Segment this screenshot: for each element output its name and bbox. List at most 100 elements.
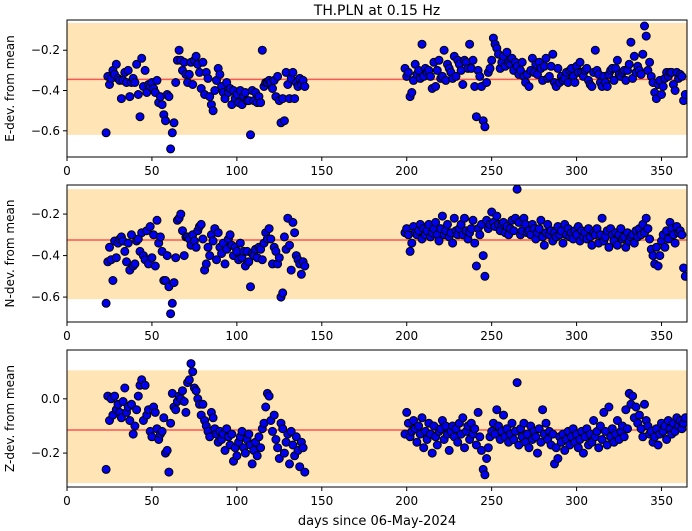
data-point	[150, 261, 160, 271]
data-point	[176, 209, 186, 219]
data-point	[449, 213, 459, 223]
data-point	[116, 413, 126, 423]
data-point	[140, 65, 150, 75]
data-point	[130, 78, 140, 87]
y-axis-label-n: N-dev. from mean	[3, 200, 17, 308]
x-tick-label: 250	[480, 329, 503, 343]
data-point	[426, 71, 435, 81]
data-point	[274, 454, 284, 463]
data-point	[133, 391, 143, 401]
data-point	[171, 253, 181, 263]
data-point	[641, 31, 651, 41]
data-point	[188, 80, 198, 89]
x-tick-label: 300	[565, 329, 588, 343]
panels: 0 50 100 150 200 250 300 350 −0.6 −0.4 −0.2 E-dev. …	[3, 19, 688, 508]
data-point	[247, 459, 257, 469]
data-point	[443, 219, 452, 229]
data-point	[125, 92, 135, 102]
data-point	[167, 298, 177, 308]
data-point	[512, 185, 522, 194]
data-point	[680, 413, 687, 423]
x-tick-label: 250	[480, 494, 503, 508]
data-point	[616, 224, 626, 234]
y-tick-label: −0.2	[31, 207, 60, 221]
data-point	[417, 413, 427, 423]
data-point	[465, 39, 475, 49]
data-point	[534, 224, 544, 234]
y-tick-label: 0.0	[41, 392, 60, 406]
data-point	[548, 49, 558, 59]
data-point	[203, 73, 213, 83]
data-point	[296, 269, 306, 279]
data-point	[127, 399, 136, 409]
x-tick-label: 150	[310, 494, 333, 508]
x-axis-label: days since 06-May-2024	[298, 514, 456, 529]
data-point	[164, 92, 174, 102]
data-point	[152, 215, 162, 225]
data-point	[257, 45, 267, 55]
data-point	[502, 47, 512, 57]
data-point	[653, 440, 663, 450]
data-point	[166, 309, 176, 319]
data-point	[140, 380, 150, 390]
data-point	[597, 435, 607, 444]
data-point	[541, 418, 551, 428]
data-point	[208, 106, 218, 116]
data-point	[186, 359, 196, 369]
data-point	[427, 448, 437, 458]
data-point	[264, 391, 274, 401]
data-point	[636, 69, 646, 79]
data-point	[225, 230, 235, 240]
data-point	[480, 122, 490, 132]
data-point	[145, 222, 155, 231]
data-point	[290, 94, 300, 104]
data-point	[118, 397, 128, 406]
data-point	[602, 82, 612, 91]
data-point	[553, 454, 563, 463]
data-point	[402, 407, 412, 417]
data-point	[626, 37, 636, 47]
data-point	[624, 59, 634, 69]
data-point	[475, 432, 485, 442]
data-point	[412, 437, 422, 447]
data-point	[169, 278, 179, 288]
data-point	[512, 378, 522, 388]
data-point	[621, 405, 631, 415]
data-point	[101, 128, 111, 138]
data-point	[110, 391, 120, 401]
data-point	[257, 255, 267, 265]
data-point	[178, 386, 187, 396]
data-point	[105, 242, 114, 252]
data-point	[161, 116, 170, 126]
data-point	[111, 253, 121, 263]
data-point	[133, 90, 143, 99]
y-tick-label: −0.6	[31, 290, 60, 304]
data-point	[677, 230, 687, 240]
data-point	[594, 443, 604, 453]
data-point	[157, 100, 167, 110]
data-point	[169, 118, 179, 128]
data-point	[196, 219, 206, 229]
data-point	[227, 429, 237, 439]
data-point	[448, 238, 458, 248]
x-tick-label: 150	[310, 329, 333, 343]
data-point	[246, 282, 255, 292]
panel-e: 0 50 100 150 200 250 300 350 −0.6 −0.4 −0.2 E-dev. …	[3, 19, 688, 178]
x-tick-label: 100	[225, 164, 248, 178]
x-tick-label: 150	[310, 164, 333, 178]
data-point	[612, 55, 622, 65]
data-point	[604, 242, 614, 252]
data-point	[645, 57, 655, 67]
data-point	[198, 234, 208, 244]
data-point	[609, 75, 619, 85]
data-point	[460, 443, 469, 453]
data-point	[137, 53, 147, 63]
x-tick-label: 0	[63, 164, 71, 178]
data-point	[641, 213, 651, 223]
data-point	[201, 259, 211, 269]
data-point	[612, 416, 622, 425]
data-point	[244, 429, 254, 439]
data-point	[212, 255, 221, 265]
data-point	[295, 462, 305, 472]
data-point	[152, 75, 162, 85]
